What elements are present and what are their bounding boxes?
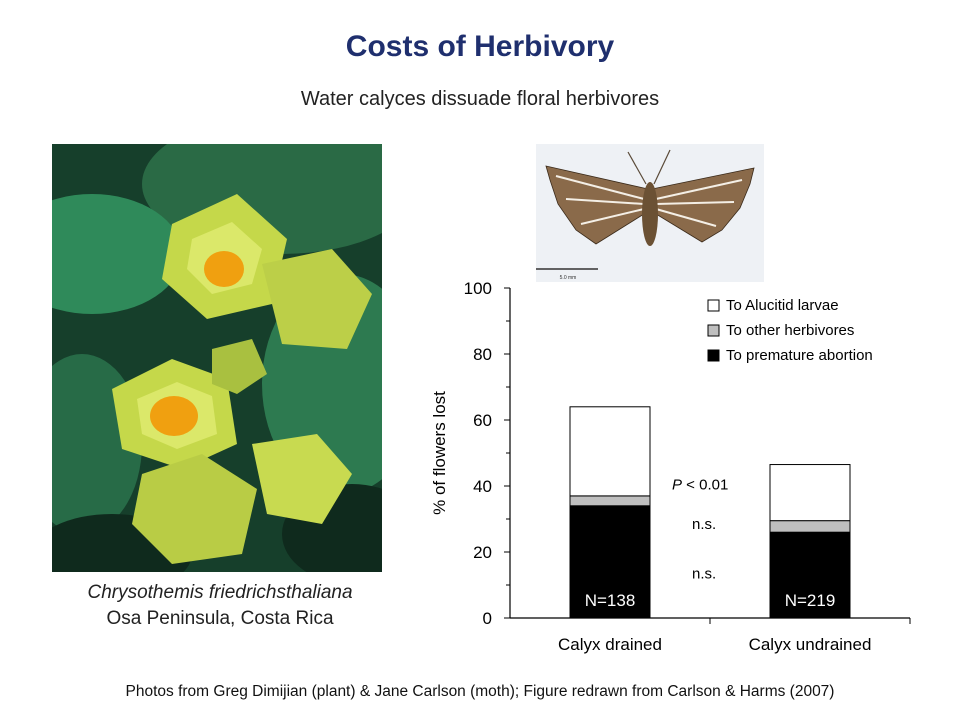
bar-n-label: N=138 <box>585 591 636 610</box>
photo-credits: Photos from Greg Dimijian (plant) & Jane… <box>125 683 835 700</box>
slide-title: Costs of Herbivory <box>345 30 615 63</box>
bar-segment <box>769 531 851 619</box>
legend-label: To premature abortion <box>726 347 873 364</box>
x-tick-label: Calyx undrained <box>749 635 872 654</box>
bar-segment <box>569 505 651 619</box>
slide-subtitle: Water calyces dissuade floral herbivores <box>300 88 660 110</box>
annotation-other-herbivores: n.s. <box>692 516 716 533</box>
moth-photo: 5.0 mm <box>536 144 764 282</box>
moth-illustration: 5.0 mm <box>536 144 764 282</box>
annotation-alucitid: P < 0.01 <box>672 476 728 493</box>
y-axis-label: % of flowers lost <box>430 391 449 515</box>
y-tick-label: 80 <box>473 345 492 364</box>
legend-swatch <box>707 324 720 337</box>
scale-bar-label: 5.0 mm <box>560 275 577 281</box>
legend-label: To Alucitid larvae <box>726 297 839 314</box>
y-tick-label: 0 <box>483 609 492 628</box>
y-tick-label: 20 <box>473 543 492 562</box>
legend-label: To other herbivores <box>726 322 854 339</box>
plant-illustration <box>52 144 382 572</box>
legend-swatch <box>707 299 720 312</box>
annotation-abortion: n.s. <box>692 565 716 582</box>
bar-segment <box>569 406 651 497</box>
y-tick-label: 40 <box>473 477 492 496</box>
y-tick-label: 100 <box>464 279 492 298</box>
x-tick-label: Calyx drained <box>558 635 662 654</box>
legend-swatch <box>707 349 720 362</box>
species-caption: Chrysothemis friedrichsthaliana <box>87 582 353 603</box>
bar-segment <box>769 464 851 522</box>
bar-segment <box>769 520 851 533</box>
y-tick-label: 60 <box>473 411 492 430</box>
bar-n-label: N=219 <box>785 591 836 610</box>
plant-photo <box>52 144 382 572</box>
bar-segment <box>569 495 651 507</box>
location-caption: Osa Peninsula, Costa Rica <box>106 608 334 629</box>
stacked-bar-chart: 0 20 40 60 80 100 % of flowers lost Calyx drain… <box>430 279 911 654</box>
